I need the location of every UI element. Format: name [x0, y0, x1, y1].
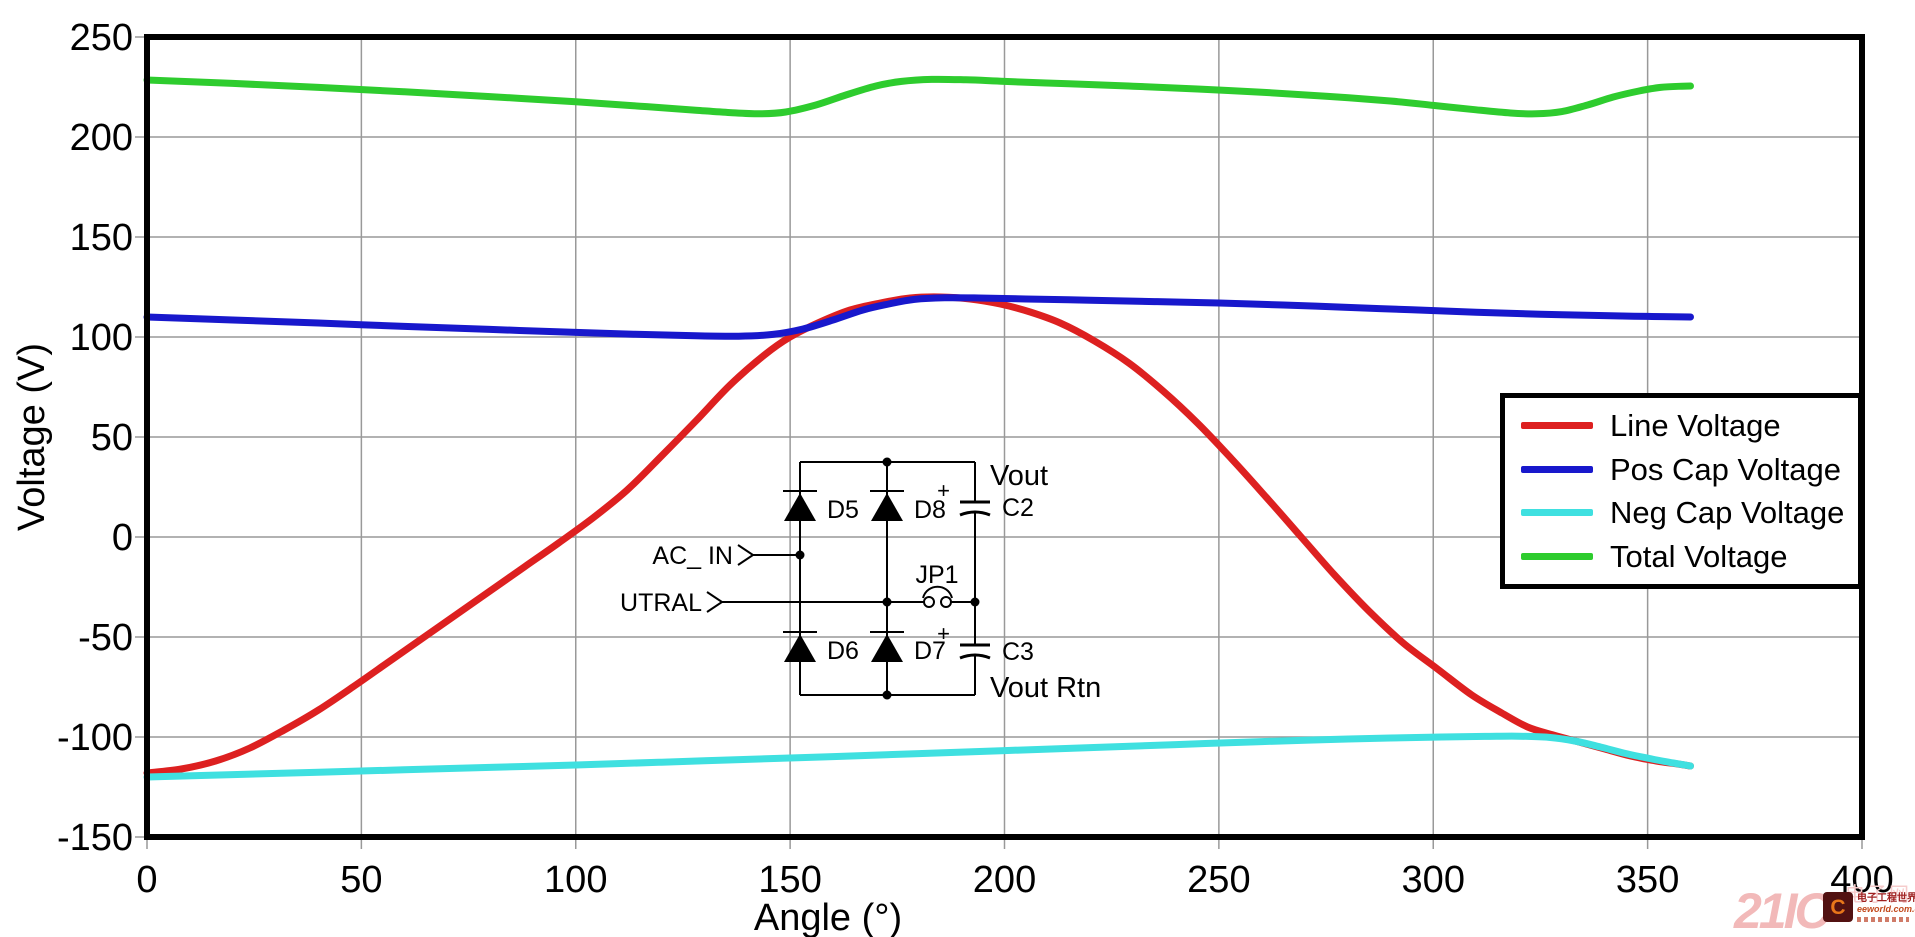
- y-tick-label: 250: [70, 17, 133, 59]
- y-tick-label: -100: [57, 717, 133, 759]
- diode-d8: [870, 490, 904, 521]
- legend-item-neg-cap-voltage: Neg Cap Voltage: [1521, 497, 1858, 528]
- diode-d7: [870, 631, 904, 662]
- ac-in-connector-icon: [737, 544, 755, 566]
- series-pos-cap-voltage: [143, 294, 1694, 340]
- d7-label: D7: [914, 637, 946, 665]
- vout-label: Vout: [990, 460, 1048, 492]
- legend-label: Neg Cap Voltage: [1610, 495, 1845, 531]
- circuit-inset: AC_ IN NEUTRAL D5 D8 D6 D7 C2 C3 + + JP1…: [620, 457, 1101, 704]
- x-tick-label: 150: [758, 859, 821, 901]
- x-tick-label: 100: [544, 859, 607, 901]
- watermark-text-column: 电子工程世界 eeworld.com.cn: [1857, 893, 1915, 922]
- legend-item-line-voltage: Line Voltage: [1521, 410, 1858, 441]
- d8-label: D8: [914, 496, 946, 524]
- y-tick-label: 0: [112, 517, 133, 559]
- x-tick-label: 250: [1187, 859, 1250, 901]
- watermark-tagline-illegible: [1857, 916, 1909, 922]
- x-tick-label: 300: [1402, 859, 1465, 901]
- total-voltage-swatch: [1521, 552, 1593, 560]
- pos-cap-voltage-swatch: [1521, 465, 1593, 473]
- c2-label: C2: [1002, 494, 1034, 522]
- junction-dots: [795, 457, 980, 700]
- x-tick-label: 50: [340, 859, 382, 901]
- jp1-label: JP1: [915, 561, 958, 589]
- y-tick-label: -150: [57, 817, 133, 859]
- legend-label: Total Voltage: [1610, 538, 1788, 574]
- y-tick-label: -50: [78, 617, 133, 659]
- legend-label: Pos Cap Voltage: [1610, 451, 1841, 487]
- watermark-site-name: 电子工程世界: [1857, 893, 1915, 904]
- y-axis-title: Voltage (V): [11, 343, 53, 531]
- watermark-logo-letter: C: [1830, 895, 1846, 919]
- legend: Line Voltage Pos Cap Voltage Neg Cap Vol…: [1500, 393, 1863, 589]
- watermark-logo-icon: C: [1823, 892, 1853, 922]
- input-connectors: [706, 544, 755, 613]
- y-tick-label: 50: [91, 417, 133, 459]
- neg-cap-voltage-swatch: [1521, 509, 1593, 517]
- series-neg-cap-voltage: [143, 732, 1694, 781]
- series-total-voltage: [143, 75, 1694, 118]
- x-tick-label: 200: [973, 859, 1036, 901]
- y-tick-label: 200: [70, 117, 133, 159]
- capacitor-c2: [959, 500, 991, 517]
- neutral-label: NEUTRAL: [620, 589, 702, 617]
- watermark: 21IC 电子网 C 电子工程世界 eeworld.com.cn: [1730, 884, 1915, 937]
- watermark-site-url: eeworld.com.cn: [1857, 904, 1915, 914]
- d6-label: D6: [827, 637, 859, 665]
- d5-label: D5: [827, 496, 859, 524]
- y-tick-label: 100: [70, 317, 133, 359]
- capacitor-c3: [959, 643, 991, 660]
- legend-label: Line Voltage: [1610, 408, 1781, 444]
- x-tick-label: 350: [1616, 859, 1679, 901]
- diode-d6: [783, 631, 817, 662]
- line-voltage-swatch: [1521, 422, 1593, 430]
- c2-plus-sign: +: [937, 478, 950, 503]
- c3-label: C3: [1002, 638, 1034, 666]
- diode-d5: [783, 490, 817, 521]
- neutral-connector-icon: [706, 591, 724, 613]
- x-axis-title: Angle (°): [754, 897, 902, 937]
- legend-item-pos-cap-voltage: Pos Cap Voltage: [1521, 454, 1858, 485]
- circuit-labels: AC_ IN NEUTRAL D5 D8 D6 D7 C2 C3 + + JP1…: [620, 460, 1101, 704]
- ac-in-label: AC_ IN: [652, 542, 733, 570]
- watermark-ghost-text-2: 电子网: [1845, 884, 1911, 906]
- x-tick-label: 0: [136, 859, 157, 901]
- y-tick-label: 150: [70, 217, 133, 259]
- legend-item-total-voltage: Total Voltage: [1521, 541, 1858, 572]
- c3-plus-sign: +: [937, 621, 950, 646]
- vout-rtn-label: Vout Rtn: [990, 672, 1101, 704]
- watermark-ghost-text: 21IC: [1734, 883, 1831, 937]
- jumper-jp1: [922, 585, 953, 608]
